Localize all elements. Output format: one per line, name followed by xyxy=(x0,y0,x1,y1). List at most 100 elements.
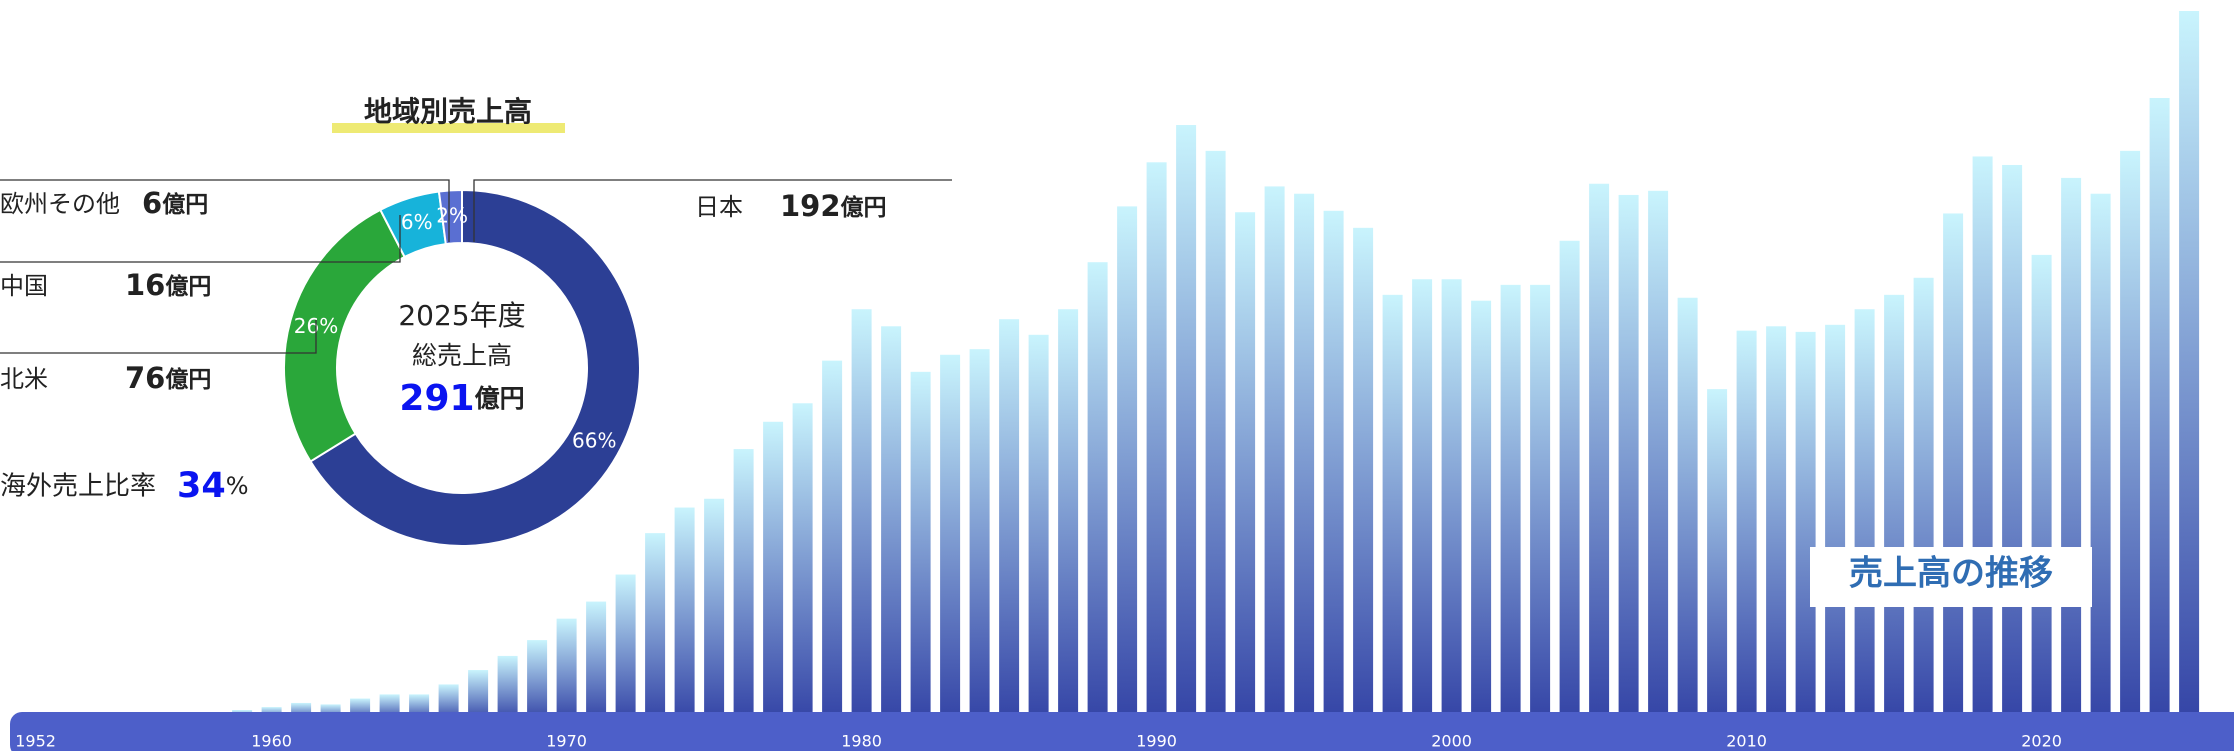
bar xyxy=(1736,330,1757,720)
bar xyxy=(1471,300,1492,720)
bar xyxy=(527,640,548,720)
region-name: 北米 xyxy=(0,365,48,393)
bar xyxy=(2149,97,2170,721)
region-value: 16億円 xyxy=(125,268,211,302)
bar xyxy=(1117,206,1138,720)
bar xyxy=(1648,190,1669,721)
leader-line xyxy=(0,179,450,242)
bar xyxy=(2179,11,2200,720)
bar xyxy=(1087,262,1108,720)
bar xyxy=(1943,213,1964,720)
bar xyxy=(2031,254,2052,720)
overseas-ratio: 34% xyxy=(177,466,249,506)
region-value-part: 億円 xyxy=(841,194,887,221)
bar xyxy=(1441,279,1462,720)
overseas-ratio-part: 34 xyxy=(177,466,226,506)
bar-title: 売上高の推移 xyxy=(1849,554,2053,594)
center-total-part: 291 xyxy=(399,378,474,419)
region-value-part: 億円 xyxy=(165,366,211,393)
bar xyxy=(1176,125,1197,721)
bar xyxy=(881,326,902,720)
bar xyxy=(2120,150,2141,721)
x-tick-label: 1970 xyxy=(546,732,587,751)
donut-segment xyxy=(309,188,641,547)
region-value-part: 6 xyxy=(142,186,162,220)
bar xyxy=(1854,309,1875,720)
bar xyxy=(497,655,518,720)
overseas-label: 海外売上比率 xyxy=(0,472,156,502)
bar xyxy=(1353,227,1374,720)
x-tick-label: 2000 xyxy=(1431,732,1472,751)
region-value-part: 億円 xyxy=(162,191,208,218)
bar xyxy=(1235,212,1256,721)
bar xyxy=(1559,240,1580,720)
overseas-ratio-part: % xyxy=(226,472,249,500)
bar xyxy=(969,349,990,720)
x-tick-label: 2010 xyxy=(1726,732,1767,751)
center-total-part: 億円 xyxy=(475,384,525,413)
bar xyxy=(733,449,754,720)
x-tick-label: 1952 xyxy=(15,732,56,751)
x-tick-label: 1990 xyxy=(1136,732,1177,751)
bar xyxy=(645,533,666,720)
leader-line xyxy=(0,320,317,354)
bar xyxy=(1884,294,1905,720)
percent-label: 6% xyxy=(401,210,433,234)
leader-line xyxy=(0,215,401,263)
bar xyxy=(586,601,607,720)
x-tick-label: 1980 xyxy=(841,732,882,751)
percent-label: 66% xyxy=(572,428,616,452)
bar xyxy=(792,403,813,720)
bar xyxy=(2090,193,2111,721)
region-value: 76億円 xyxy=(125,361,211,395)
bar xyxy=(1412,279,1433,720)
x-tick-label: 2020 xyxy=(2021,732,2062,751)
bar xyxy=(1589,183,1610,720)
bar xyxy=(1058,309,1079,720)
bar xyxy=(1618,194,1639,720)
bar xyxy=(1294,193,1315,721)
bar xyxy=(1205,150,1226,721)
bar xyxy=(615,574,636,720)
donut-segment xyxy=(437,188,463,246)
leader-line xyxy=(473,179,952,242)
bar xyxy=(1766,326,1787,720)
bar xyxy=(1530,284,1551,720)
bar xyxy=(468,670,489,720)
percent-label: 2% xyxy=(436,203,468,227)
bar xyxy=(2061,177,2082,720)
title-highlight xyxy=(332,123,565,133)
bar xyxy=(674,507,695,720)
bar xyxy=(704,498,725,720)
bar xyxy=(1825,324,1846,720)
bar xyxy=(1264,186,1285,721)
bar xyxy=(1677,297,1698,720)
bar xyxy=(1323,210,1344,721)
x-axis-band xyxy=(10,712,2234,751)
bar xyxy=(1382,294,1403,720)
bar xyxy=(822,360,843,720)
bar xyxy=(1028,334,1049,720)
bar xyxy=(940,354,961,720)
region-value-part: 76 xyxy=(125,361,165,395)
bar xyxy=(1913,277,1934,720)
bar xyxy=(1146,162,1167,720)
bar xyxy=(1707,389,1728,720)
center-text: 2025年度 xyxy=(398,299,525,332)
region-value-part: 億円 xyxy=(165,273,211,300)
bar xyxy=(1795,331,1816,720)
bar xyxy=(1500,284,1521,720)
bar xyxy=(438,684,459,720)
x-tick-label: 1960 xyxy=(251,732,292,751)
region-value: 6億円 xyxy=(142,186,208,220)
bar xyxy=(1972,156,1993,720)
region-value-part: 16 xyxy=(125,268,165,302)
bar xyxy=(556,618,577,720)
bar xyxy=(2002,164,2023,721)
center-text: 総売上高 xyxy=(412,341,512,370)
region-name: 欧州その他 xyxy=(0,190,120,218)
bar xyxy=(999,319,1020,720)
bar xyxy=(910,371,931,720)
